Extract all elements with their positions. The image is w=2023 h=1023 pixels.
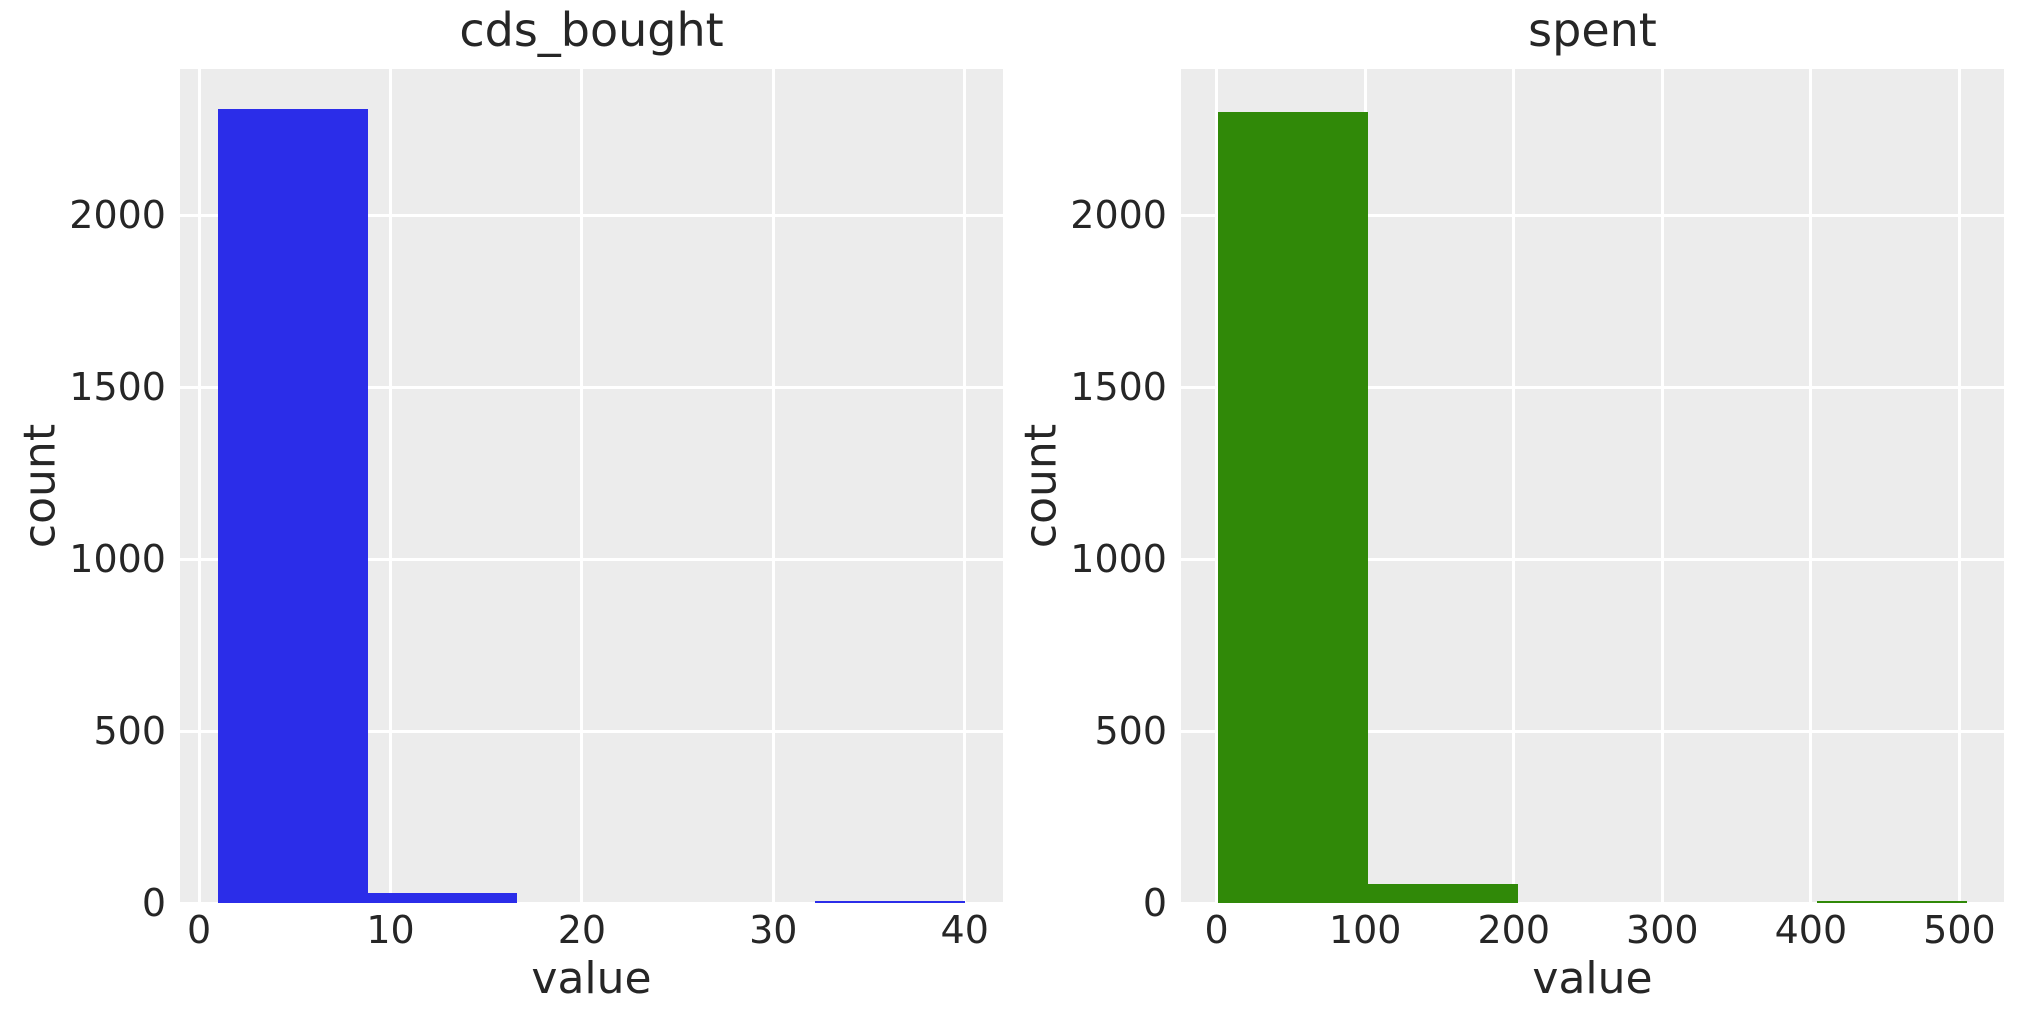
y-gridline bbox=[1181, 385, 2004, 389]
y-gridline bbox=[180, 557, 1003, 561]
x-gridline bbox=[1957, 69, 1961, 903]
x-tick-label: 10 bbox=[366, 908, 415, 952]
x-tick-label: 500 bbox=[1923, 908, 1996, 952]
chart-title: spent bbox=[1528, 3, 1657, 57]
x-gridline bbox=[771, 69, 775, 903]
x-tick-label: 0 bbox=[187, 908, 212, 952]
y-tick-label: 1000 bbox=[1070, 537, 1167, 582]
y-axis-label: count bbox=[1015, 423, 1067, 549]
y-tick-label: 0 bbox=[1142, 881, 1167, 925]
x-axis-label: value bbox=[1532, 953, 1653, 1004]
x-gridline bbox=[1215, 69, 1219, 903]
y-gridline bbox=[1181, 213, 2004, 217]
histogram-bar bbox=[1218, 112, 1368, 903]
x-tick-label: 40 bbox=[940, 908, 989, 952]
y-gridline bbox=[180, 901, 1003, 903]
histogram-bar bbox=[815, 901, 965, 903]
y-tick-label: 500 bbox=[1094, 709, 1167, 754]
y-tick-label: 2000 bbox=[1070, 193, 1167, 238]
x-tick-label: 200 bbox=[1477, 908, 1551, 952]
plot-area bbox=[1181, 69, 2004, 903]
x-tick-label: 30 bbox=[749, 908, 798, 952]
plot-area bbox=[180, 69, 1003, 903]
x-tick-label: 0 bbox=[1204, 908, 1229, 952]
x-tick-label: 300 bbox=[1626, 908, 1699, 952]
x-gridline bbox=[963, 69, 967, 903]
x-gridline bbox=[1512, 69, 1516, 903]
x-gridline bbox=[197, 69, 201, 903]
x-gridline bbox=[580, 69, 584, 903]
y-gridline bbox=[180, 385, 1003, 389]
y-gridline bbox=[1181, 901, 2004, 903]
x-tick-label: 100 bbox=[1328, 908, 1402, 952]
x-gridline bbox=[389, 69, 393, 903]
y-tick-label: 2000 bbox=[69, 193, 166, 238]
x-axis-label: value bbox=[531, 953, 652, 1004]
histogram-bar bbox=[1817, 901, 1967, 903]
subplot-cds-bought: cds_bought count value 0 500 1000 1500 2000 0… bbox=[15, 5, 1003, 1004]
x-gridline bbox=[1660, 69, 1664, 903]
x-tick-label: 20 bbox=[557, 908, 607, 952]
y-tick-label: 1500 bbox=[69, 365, 166, 410]
histogram-bar bbox=[1367, 884, 1518, 903]
y-gridline bbox=[180, 729, 1003, 733]
y-tick-label: 1500 bbox=[1070, 365, 1167, 410]
x-tick-label: 400 bbox=[1774, 908, 1848, 952]
x-gridline bbox=[1809, 69, 1813, 903]
histogram-bar bbox=[218, 108, 368, 903]
y-gridline bbox=[180, 213, 1003, 217]
subplot-spent: spent count value 0 500 1000 1500 2000 0 100 20… bbox=[1016, 5, 2004, 1004]
y-tick-label: 0 bbox=[141, 881, 166, 925]
y-axis-label: count bbox=[14, 423, 66, 549]
y-tick-label: 1000 bbox=[69, 537, 166, 582]
y-gridline bbox=[1181, 729, 2004, 733]
y-gridline bbox=[1181, 557, 2004, 561]
chart-title: cds_bought bbox=[459, 3, 724, 57]
y-tick-label: 500 bbox=[93, 709, 166, 754]
histogram-bar bbox=[367, 892, 517, 903]
